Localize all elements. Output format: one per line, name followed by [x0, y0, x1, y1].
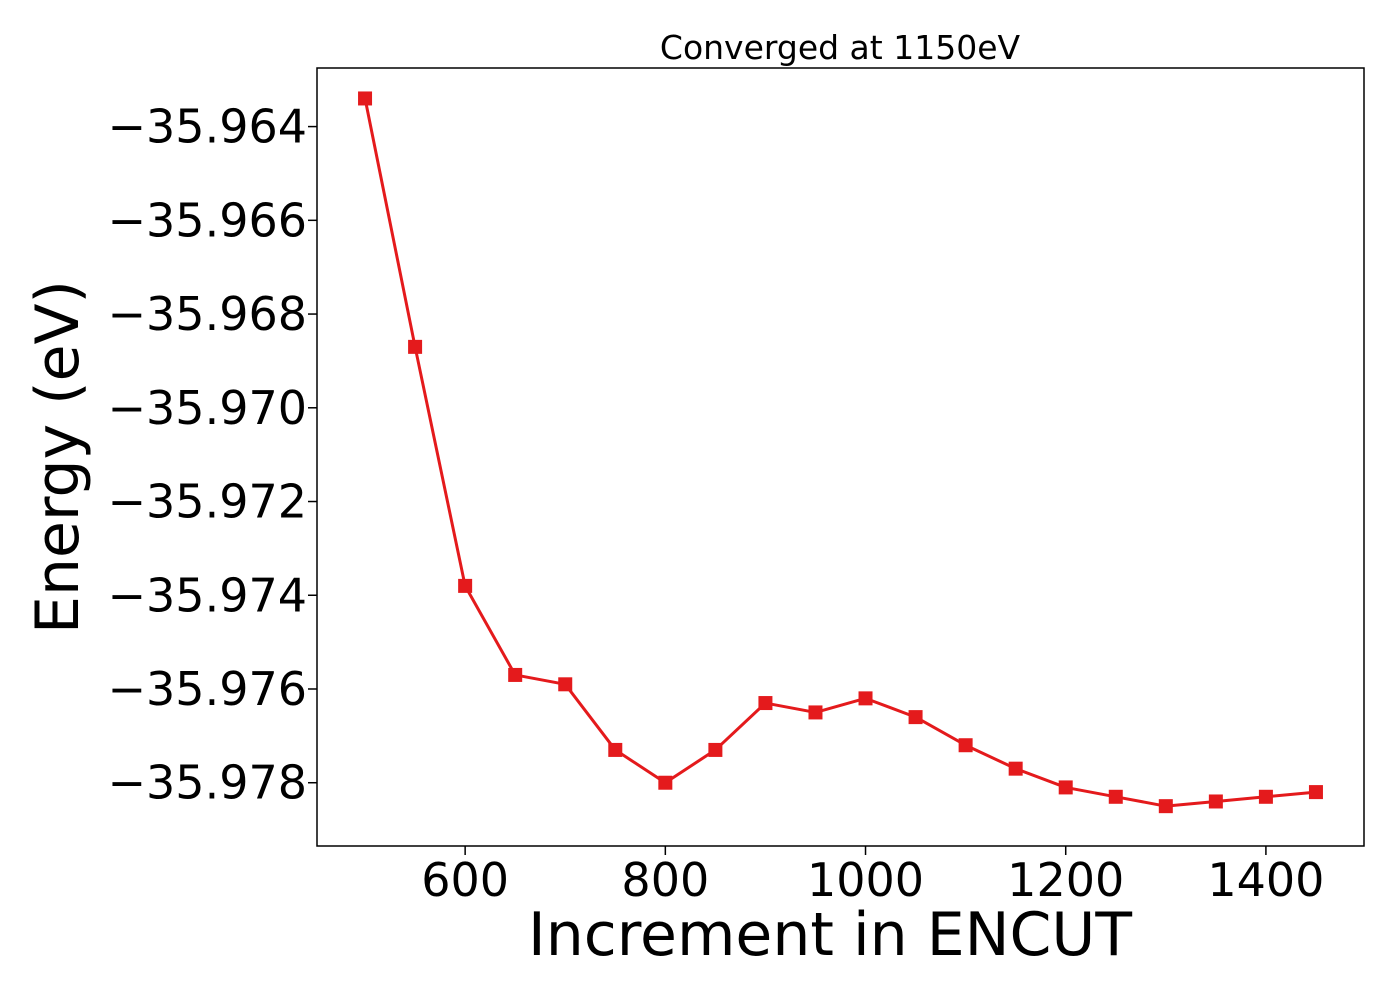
y-tick-label: −35.970 [108, 381, 308, 435]
y-axis-label: Energy (eV) [23, 280, 93, 634]
x-axis-label: Increment in ENCUT [528, 900, 1132, 970]
data-point-marker [1058, 780, 1073, 795]
x-tick-label: 1400 [1207, 853, 1324, 907]
data-point-marker [1258, 789, 1273, 804]
y-tick-label: −35.972 [108, 475, 308, 529]
data-point-marker [608, 742, 623, 757]
data-point-marker [708, 742, 723, 757]
data-point-marker [908, 710, 923, 725]
data-point-marker [558, 677, 573, 692]
plot-frame [316, 67, 1365, 847]
data-point-marker [958, 738, 973, 753]
x-tick-label: 1200 [1007, 853, 1124, 907]
data-point-marker [1108, 789, 1123, 804]
y-tick-label: −35.964 [108, 100, 308, 154]
y-axis: −35.964 −35.966 −35.968 −35.970 −35.972 −35.9… [108, 100, 317, 810]
data-point-marker [658, 775, 673, 790]
x-axis: 600 800 1000 1200 1400 [421, 846, 1324, 907]
x-tick-label: 1000 [807, 853, 924, 907]
data-point-marker [1158, 799, 1173, 814]
x-tick-label: 800 [621, 853, 709, 907]
chart-title: Converged at 1150eV [660, 28, 1021, 67]
data-point-marker [1308, 785, 1323, 800]
data-point-marker [1008, 761, 1023, 776]
data-point-marker [508, 667, 523, 682]
x-tick-label: 600 [421, 853, 509, 907]
series-line [363, 98, 1317, 808]
y-tick-label: −35.966 [108, 193, 308, 247]
data-point-marker [358, 91, 373, 106]
data-point-marker [408, 339, 423, 354]
data-point-marker [1208, 794, 1223, 809]
y-tick-label: −35.968 [108, 287, 308, 341]
series-layer [358, 91, 1323, 814]
data-point-marker [858, 691, 873, 706]
data-point-marker [808, 705, 823, 720]
data-point-marker [458, 578, 473, 593]
y-tick-label: −35.976 [108, 662, 308, 716]
y-tick-label: −35.974 [108, 568, 308, 622]
data-point-marker [758, 696, 773, 711]
y-tick-label: −35.978 [108, 756, 308, 810]
